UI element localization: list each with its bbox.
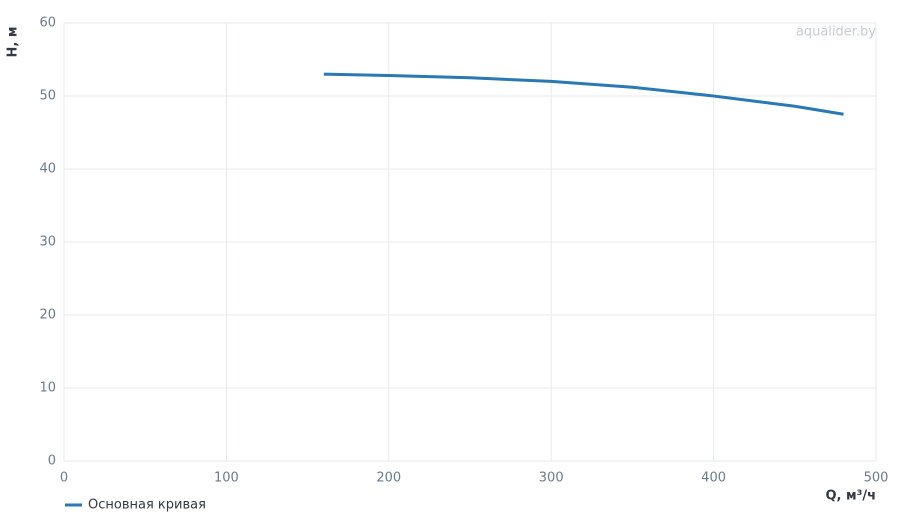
x-tick-label: 100 — [214, 471, 239, 486]
x-tick-label: 200 — [376, 471, 401, 486]
y-axis-label: H, м — [6, 27, 21, 58]
x-tick-label: 400 — [701, 471, 726, 486]
y-tick-label: 0 — [48, 454, 56, 469]
y-tick-label: 40 — [39, 162, 56, 177]
x-tick-label: 500 — [864, 471, 889, 486]
y-tick-label: 10 — [39, 381, 56, 396]
y-tick-label: 60 — [39, 16, 56, 31]
y-tick-label: 20 — [39, 308, 56, 323]
x-tick-label: 300 — [539, 471, 564, 486]
legend-label: Основная кривая — [88, 498, 206, 513]
x-tick-label: 0 — [60, 471, 68, 486]
line — [323, 72, 844, 116]
x-axis-label: Q, м³/ч — [825, 489, 876, 504]
watermark: aqualider.by — [796, 25, 876, 40]
y-tick-label: 50 — [39, 89, 56, 104]
y-tick-label: 30 — [39, 235, 56, 250]
